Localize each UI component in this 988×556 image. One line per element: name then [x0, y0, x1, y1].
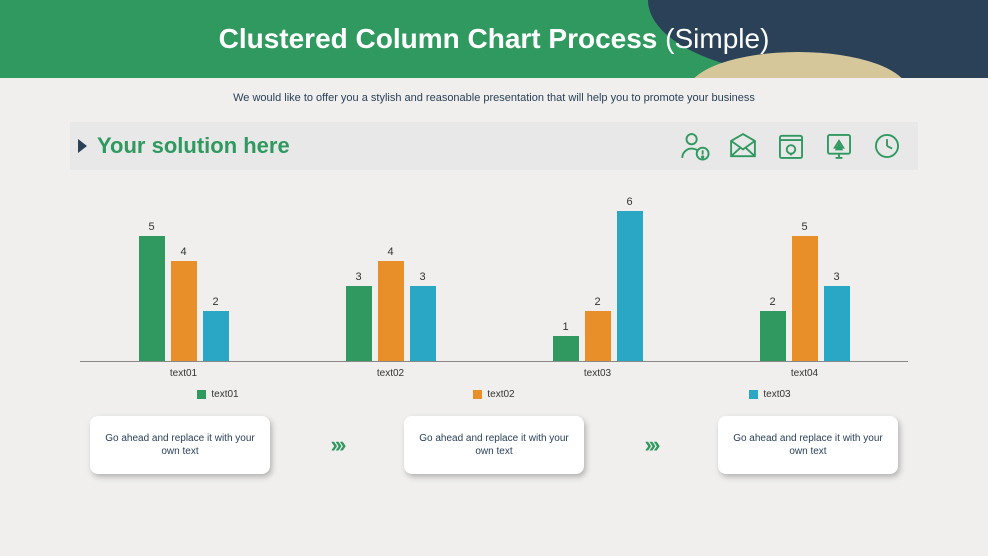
- bar-value-label: 5: [148, 221, 154, 233]
- bar: [585, 311, 611, 361]
- chart-legend: text01 text02 text03: [80, 389, 908, 400]
- chart-group: 3 4 3: [326, 246, 456, 361]
- bar: [760, 311, 786, 361]
- legend-label: text01: [211, 389, 238, 400]
- category-label: text01: [119, 368, 249, 379]
- clustered-column-chart: 5 4 2 3 4 3 1 2 6 2 5 3: [80, 192, 908, 362]
- user-alert-icon: [678, 129, 712, 163]
- bar-value-label: 4: [387, 246, 393, 258]
- band-title: Your solution here: [97, 133, 668, 159]
- process-card: Go ahead and replace it with your own te…: [718, 416, 898, 474]
- bar: [203, 311, 229, 361]
- legend-item: text03: [749, 389, 790, 400]
- bar: [139, 236, 165, 361]
- bar-wrap: 4: [171, 246, 197, 361]
- process-row: Go ahead and replace it with your own te…: [90, 416, 898, 474]
- category-label: text03: [533, 368, 663, 379]
- legend-swatch: [197, 390, 206, 399]
- process-card: Go ahead and replace it with your own te…: [90, 416, 270, 474]
- bar: [617, 211, 643, 361]
- category-label: text02: [326, 368, 456, 379]
- legend-label: text02: [487, 389, 514, 400]
- bar-value-label: 3: [419, 271, 425, 283]
- legend-swatch: [749, 390, 758, 399]
- band-icon-row: [678, 129, 904, 163]
- bar-wrap: 3: [346, 271, 372, 361]
- bar: [553, 336, 579, 361]
- bar-wrap: 6: [617, 196, 643, 361]
- bar: [792, 236, 818, 361]
- process-card: Go ahead and replace it with your own te…: [404, 416, 584, 474]
- chart-group: 2 5 3: [740, 221, 870, 361]
- bar-wrap: 2: [585, 296, 611, 361]
- bar-wrap: 3: [410, 271, 436, 361]
- bar-value-label: 2: [594, 296, 600, 308]
- solution-band: Your solution here: [70, 122, 918, 170]
- bar-value-label: 3: [355, 271, 361, 283]
- bar: [410, 286, 436, 361]
- legend-item: text02: [473, 389, 514, 400]
- bar-value-label: 6: [626, 196, 632, 208]
- clock-icon: [870, 129, 904, 163]
- chart-group: 1 2 6: [533, 196, 663, 361]
- bar-wrap: 5: [792, 221, 818, 361]
- envelope-icon: [726, 129, 760, 163]
- legend-swatch: [473, 390, 482, 399]
- slide-title: Clustered Column Chart Process (Simple): [219, 23, 770, 55]
- legend-item: text01: [197, 389, 238, 400]
- bar-wrap: 3: [824, 271, 850, 361]
- bar: [378, 261, 404, 361]
- chevron-right-icon: ›››: [331, 432, 344, 458]
- bar-value-label: 1: [562, 321, 568, 333]
- title-bold: Clustered Column Chart Process: [219, 23, 658, 54]
- bar: [824, 286, 850, 361]
- bar-value-label: 2: [212, 296, 218, 308]
- manual-idea-icon: [774, 129, 808, 163]
- chart-group: 5 4 2: [119, 221, 249, 361]
- slide-header: Clustered Column Chart Process (Simple): [0, 0, 988, 78]
- bar: [171, 261, 197, 361]
- bar-wrap: 2: [760, 296, 786, 361]
- bar-value-label: 5: [801, 221, 807, 233]
- chevron-right-icon: ›››: [644, 432, 657, 458]
- bar-value-label: 4: [180, 246, 186, 258]
- title-light: (Simple): [665, 23, 769, 54]
- bar-value-label: 3: [833, 271, 839, 283]
- bar-wrap: 5: [139, 221, 165, 361]
- bar-wrap: 4: [378, 246, 404, 361]
- bar-value-label: 2: [769, 296, 775, 308]
- bar-wrap: 2: [203, 296, 229, 361]
- board-tree-icon: [822, 129, 856, 163]
- triangle-marker-icon: [78, 139, 87, 153]
- legend-label: text03: [763, 389, 790, 400]
- bar-wrap: 1: [553, 321, 579, 361]
- slide-subtitle: We would like to offer you a stylish and…: [0, 78, 988, 122]
- chart-category-labels: text01 text02 text03 text04: [80, 368, 908, 379]
- category-label: text04: [740, 368, 870, 379]
- bar: [346, 286, 372, 361]
